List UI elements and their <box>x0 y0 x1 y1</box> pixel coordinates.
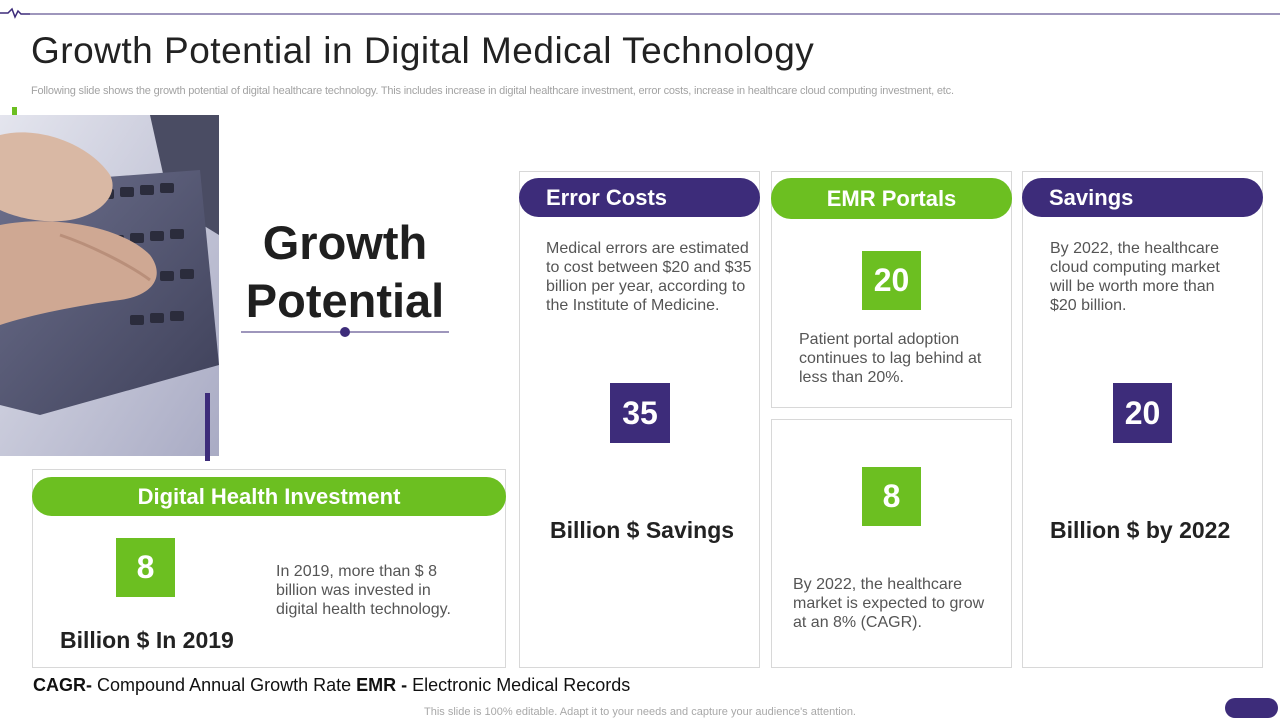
savings-heading: Savings <box>1022 178 1263 217</box>
page-title: Growth Potential in Digital Medical Tech… <box>31 30 815 71</box>
market-number: 8 <box>862 467 921 526</box>
editable-note: This slide is 100% editable. Adapt it to… <box>424 706 856 718</box>
laptop-typing-photo <box>0 115 219 456</box>
savings-label: Billion $ by 2022 <box>1050 517 1231 543</box>
error-costs-label: Billion $ Savings <box>550 517 735 543</box>
error-costs-heading: Error Costs <box>519 178 760 217</box>
market-text: By 2022, the healthcare market is expect… <box>793 576 985 631</box>
savings-number: 20 <box>1113 383 1172 443</box>
market-card <box>771 419 1012 668</box>
emr-number: 20 <box>862 251 921 310</box>
emr-text: Patient portal adoption continues to lag… <box>799 331 982 386</box>
header-decoration <box>0 7 1280 19</box>
investment-heading: Digital Health Investment <box>32 477 506 516</box>
savings-text: By 2022, the healthcare cloud computing … <box>1050 240 1220 314</box>
corner-decoration <box>1225 698 1278 718</box>
purple-accent-bar <box>205 393 210 461</box>
error-costs-text: Medical errors are estimated to cost bet… <box>546 240 752 314</box>
page-subtitle: Following slide shows the growth potenti… <box>31 85 954 97</box>
investment-number: 8 <box>116 538 175 597</box>
investment-label: Billion $ In 2019 <box>60 627 234 653</box>
growth-potential-heading: Growth Potential <box>245 216 445 327</box>
abbreviation-footnote: CAGR- Compound Annual Growth Rate EMR - … <box>33 675 631 695</box>
emr-heading: EMR Portals <box>771 178 1012 219</box>
error-costs-number: 35 <box>610 383 670 443</box>
investment-text: In 2019, more than $ 8 billion was inves… <box>276 563 451 618</box>
heading-divider <box>241 327 449 337</box>
